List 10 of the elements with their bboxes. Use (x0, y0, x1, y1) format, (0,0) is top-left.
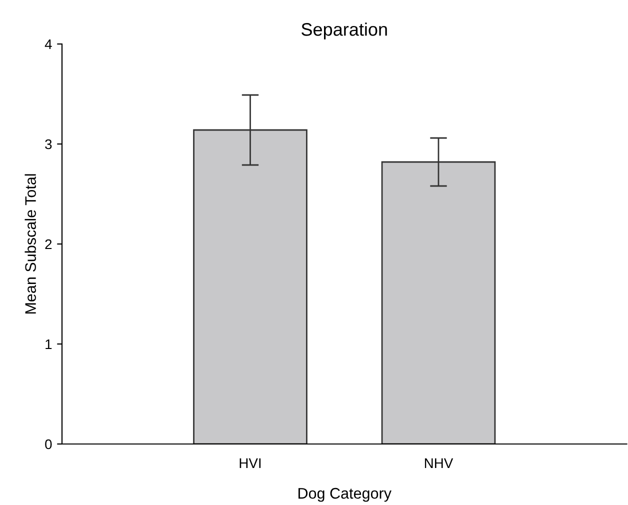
y-tick-label: 2 (45, 239, 52, 250)
x-tick-label: NHV (424, 458, 454, 468)
x-tick-label: HVI (240, 458, 261, 468)
y-tick-label: 3 (45, 139, 52, 150)
chart-title: Separation (302, 22, 387, 40)
y-axis-title: Mean Subscale Total (24, 174, 36, 314)
y-tick-label: 0 (45, 439, 52, 450)
y-tick-label: 4 (44, 39, 52, 50)
x-axis-title: Dog Category (298, 488, 392, 502)
y-tick-label: 1 (46, 339, 52, 350)
